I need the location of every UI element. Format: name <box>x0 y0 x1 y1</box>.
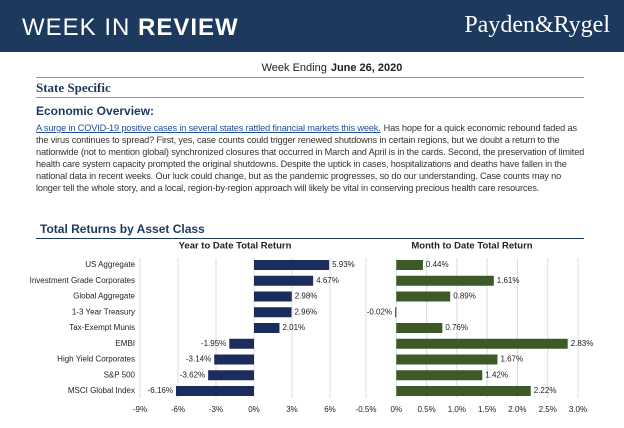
bar <box>254 291 292 302</box>
category-label: Tax-Exempt Munis <box>69 323 135 332</box>
x-tick-label: -3% <box>209 405 223 414</box>
bar <box>396 338 568 349</box>
value-label: 5.93% <box>332 260 355 269</box>
value-label: 0.44% <box>426 260 449 269</box>
bar <box>396 354 498 365</box>
title-bold: REVIEW <box>138 14 239 41</box>
category-label: Investment Grade Corporates <box>30 276 135 285</box>
value-label: 4.67% <box>316 276 339 285</box>
bar <box>395 307 397 318</box>
x-tick-label: -0.5% <box>356 405 377 414</box>
category-label: Global Aggregate <box>73 292 135 301</box>
value-label: 0.89% <box>453 292 476 301</box>
header-title: WEEK IN REVIEW <box>22 14 239 42</box>
x-tick-label: 1.5% <box>478 405 496 414</box>
bar <box>229 338 254 349</box>
bar <box>254 307 292 318</box>
x-tick-label: 2.0% <box>508 405 526 414</box>
bar <box>254 323 280 333</box>
category-label: High Yield Corporates <box>57 355 135 364</box>
value-label: 2.98% <box>295 292 318 301</box>
week-ending: Week Ending June 26, 2020 <box>0 62 624 74</box>
section-title: State Specific <box>36 80 111 95</box>
rule <box>36 77 584 78</box>
bar <box>396 370 483 381</box>
value-label: -6.16% <box>148 386 173 395</box>
title-light: WEEK IN <box>22 14 131 41</box>
rule <box>36 97 584 98</box>
category-label: EMBI <box>115 339 135 348</box>
category-label: S&P 500 <box>104 370 136 379</box>
paragraph-text: Has hope for a quick economic rebound fa… <box>36 123 585 193</box>
week-date: June 26, 2020 <box>330 62 403 74</box>
x-tick-label: 2.5% <box>539 405 557 414</box>
value-label: 0.76% <box>445 323 468 332</box>
logo: Payden&Rygel <box>464 12 610 38</box>
bar <box>214 354 254 365</box>
x-tick-label: 1.0% <box>448 405 466 414</box>
value-label: 2.22% <box>534 386 557 395</box>
x-tick-label: 3% <box>286 405 298 414</box>
x-tick-label: -6% <box>171 405 185 414</box>
week-label: Week Ending <box>261 62 327 74</box>
bar <box>396 386 531 396</box>
value-label: -3.62% <box>180 370 205 379</box>
value-label: 1.42% <box>485 370 508 379</box>
bar <box>396 323 443 333</box>
bar <box>396 291 451 302</box>
x-tick-label: 3.0% <box>569 405 587 414</box>
value-label: 1.61% <box>497 276 520 285</box>
x-tick-label: -9% <box>133 405 147 414</box>
value-label: -1.95% <box>201 339 226 348</box>
value-label: 1.67% <box>500 355 523 364</box>
category-label: US Aggregate <box>85 260 135 269</box>
chart-title: Year to Date Total Return <box>179 241 292 252</box>
charts-title: Total Returns by Asset Class <box>40 222 205 236</box>
value-label: 2.01% <box>282 323 305 332</box>
rule <box>36 238 584 239</box>
category-label: MSCI Global Index <box>68 386 135 395</box>
bar <box>254 260 330 270</box>
x-tick-label: 6% <box>324 405 336 414</box>
value-label: 2.96% <box>294 307 317 316</box>
bar <box>208 370 254 381</box>
category-label: 1-3 Year Treasury <box>72 307 135 316</box>
value-label: -0.02% <box>367 307 392 316</box>
paragraph: A surge in COVID-19 positive cases in se… <box>36 122 588 194</box>
x-tick-label: 0% <box>391 405 403 414</box>
bar <box>254 275 314 286</box>
subsection-title: Economic Overview: <box>36 104 155 118</box>
bar <box>396 260 423 270</box>
chart-title: Month to Date Total Return <box>411 241 532 252</box>
bar <box>396 275 494 286</box>
value-label: 2.83% <box>571 339 594 348</box>
x-tick-label: 0% <box>248 405 260 414</box>
link[interactable]: A surge in COVID-19 positive cases in se… <box>36 123 381 133</box>
bar <box>175 386 254 396</box>
value-label: -3.14% <box>186 355 211 364</box>
header-banner <box>0 0 624 52</box>
x-tick-label: 0.5% <box>417 405 435 414</box>
